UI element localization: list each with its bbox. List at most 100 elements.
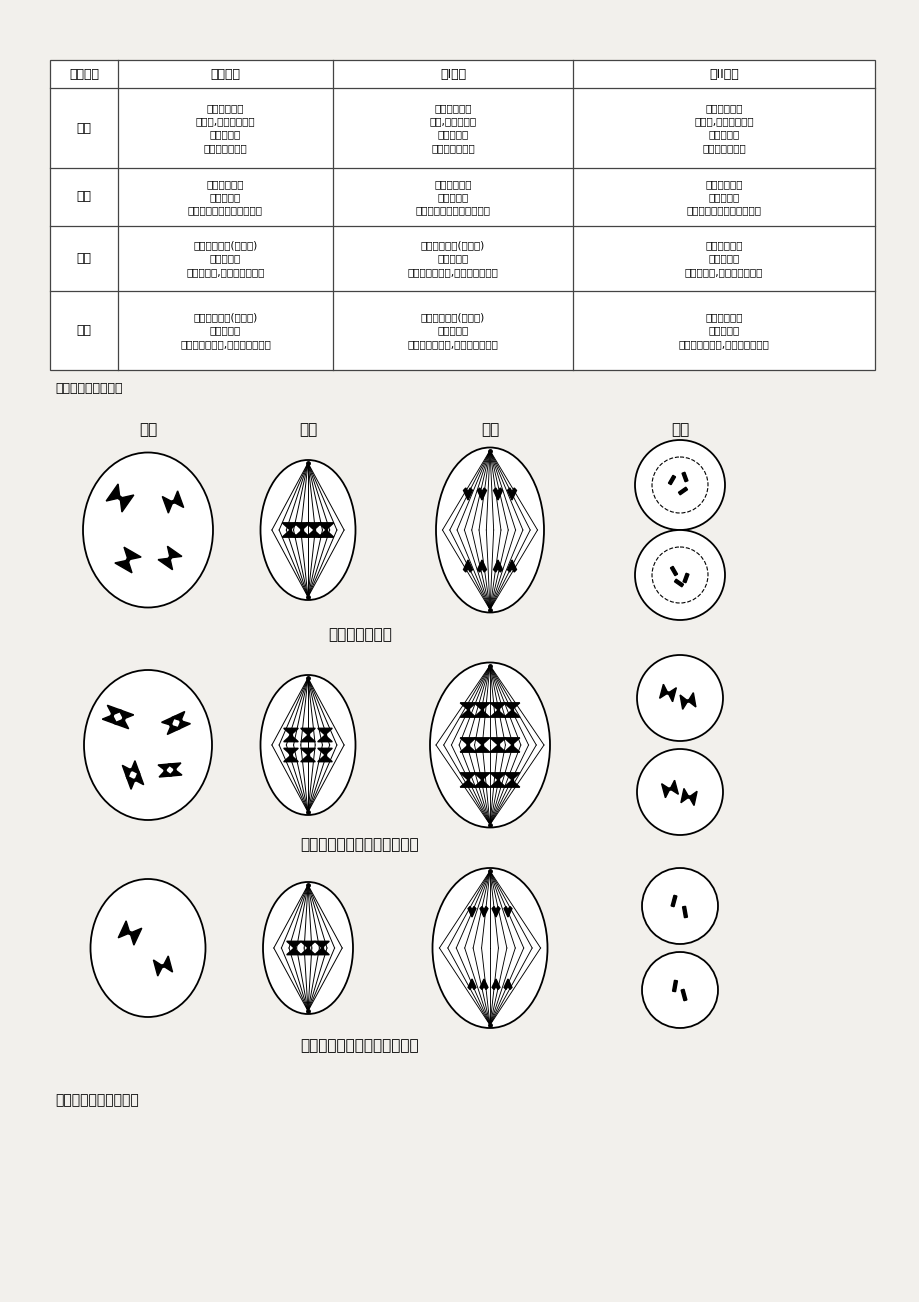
Polygon shape: [679, 695, 686, 710]
Polygon shape: [496, 743, 499, 746]
Polygon shape: [161, 965, 165, 967]
Polygon shape: [289, 754, 291, 756]
Polygon shape: [120, 495, 133, 512]
Polygon shape: [318, 523, 334, 529]
Text: 分裂时期: 分裂时期: [69, 68, 99, 81]
Polygon shape: [473, 746, 489, 753]
Polygon shape: [468, 906, 475, 917]
Polygon shape: [133, 779, 136, 781]
Text: 有同源染色体(二极间)
有染色单体
同源染色体分离,染色体移向两极: 有同源染色体(二极间) 有染色单体 同源染色体分离,染色体移向两极: [407, 241, 498, 277]
Circle shape: [641, 868, 717, 944]
Polygon shape: [317, 728, 332, 734]
Polygon shape: [682, 573, 688, 583]
Text: 各时期的图像如下图: 各时期的图像如下图: [55, 381, 122, 395]
Polygon shape: [466, 708, 469, 711]
Polygon shape: [490, 711, 505, 717]
Polygon shape: [114, 720, 129, 729]
Polygon shape: [493, 488, 502, 500]
Polygon shape: [460, 711, 475, 717]
Text: 无同源染色体
有染色单体
染色体在赤道板上排成一行: 无同源染色体 有染色单体 染色体在赤道板上排成一行: [686, 178, 761, 215]
Polygon shape: [680, 990, 686, 1001]
Polygon shape: [473, 703, 489, 708]
Polygon shape: [314, 941, 329, 947]
Ellipse shape: [260, 460, 355, 600]
Polygon shape: [672, 980, 676, 992]
Polygon shape: [115, 561, 131, 573]
Ellipse shape: [83, 453, 213, 608]
Polygon shape: [162, 496, 172, 513]
Polygon shape: [680, 789, 687, 803]
Polygon shape: [301, 949, 315, 954]
Polygon shape: [294, 523, 310, 529]
Polygon shape: [670, 566, 676, 575]
Polygon shape: [168, 556, 172, 560]
Ellipse shape: [260, 674, 355, 815]
Polygon shape: [477, 488, 486, 500]
Text: 末期: 末期: [76, 324, 91, 337]
Polygon shape: [317, 749, 332, 754]
Polygon shape: [510, 779, 513, 781]
Polygon shape: [682, 906, 686, 918]
Circle shape: [636, 655, 722, 741]
Polygon shape: [504, 979, 511, 990]
Polygon shape: [473, 738, 489, 743]
Polygon shape: [668, 687, 675, 702]
Polygon shape: [118, 496, 122, 500]
Polygon shape: [179, 719, 182, 723]
Polygon shape: [480, 906, 487, 917]
Polygon shape: [317, 736, 332, 742]
Polygon shape: [504, 773, 519, 779]
Polygon shape: [670, 896, 676, 906]
Text: 有同源染色体
联会,形成四分体
有染色单体
四分体随机分布: 有同源染色体 联会,形成四分体 有染色单体 四分体随机分布: [429, 103, 476, 152]
Polygon shape: [171, 711, 185, 720]
Polygon shape: [314, 949, 329, 954]
Polygon shape: [301, 941, 315, 947]
Polygon shape: [668, 475, 675, 484]
Polygon shape: [128, 931, 131, 935]
Polygon shape: [492, 906, 499, 917]
Polygon shape: [473, 781, 489, 788]
Polygon shape: [158, 559, 173, 570]
Text: 减　数　第　二　次　分　裂: 减 数 第 二 次 分 裂: [301, 1039, 419, 1053]
Polygon shape: [324, 529, 327, 531]
Polygon shape: [468, 979, 475, 990]
Polygon shape: [490, 703, 505, 708]
Polygon shape: [167, 727, 180, 734]
Polygon shape: [102, 716, 118, 725]
Polygon shape: [283, 756, 298, 762]
Polygon shape: [292, 947, 295, 949]
Polygon shape: [510, 743, 513, 746]
Polygon shape: [317, 756, 332, 762]
Polygon shape: [689, 792, 697, 806]
Polygon shape: [668, 788, 671, 790]
Polygon shape: [171, 500, 175, 504]
Polygon shape: [492, 979, 499, 990]
Bar: [50, 60, 874, 370]
Polygon shape: [504, 906, 511, 917]
Polygon shape: [110, 713, 114, 716]
Polygon shape: [306, 523, 322, 529]
Polygon shape: [674, 579, 683, 587]
Polygon shape: [122, 717, 125, 720]
Polygon shape: [504, 781, 519, 788]
Polygon shape: [169, 724, 172, 727]
Polygon shape: [686, 796, 689, 798]
Polygon shape: [504, 746, 519, 753]
Polygon shape: [289, 529, 290, 531]
Polygon shape: [507, 560, 516, 572]
Polygon shape: [106, 484, 119, 501]
Text: 有同源染色体
有染色单体
染色体在赤道板处排成两行: 有同源染色体 有染色单体 染色体在赤道板处排成两行: [415, 178, 490, 215]
Polygon shape: [323, 734, 325, 736]
Polygon shape: [686, 699, 688, 702]
Polygon shape: [490, 738, 505, 743]
Polygon shape: [283, 749, 298, 754]
Polygon shape: [460, 746, 475, 753]
Text: 中期: 中期: [299, 423, 317, 437]
Polygon shape: [174, 768, 176, 771]
Polygon shape: [287, 949, 301, 954]
Polygon shape: [174, 491, 184, 508]
Polygon shape: [312, 529, 315, 531]
Polygon shape: [287, 941, 301, 947]
Polygon shape: [153, 960, 162, 976]
Polygon shape: [122, 766, 130, 779]
